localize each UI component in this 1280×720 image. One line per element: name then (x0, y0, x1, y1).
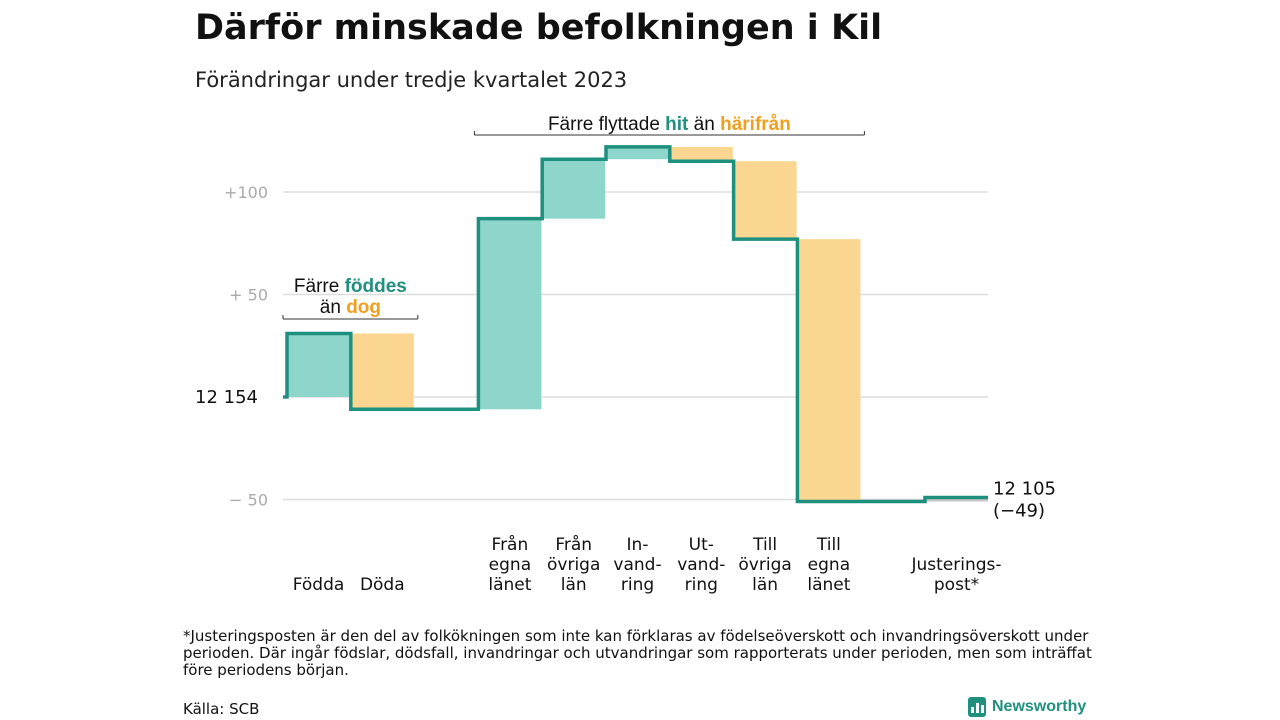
annotation-text-segment: än (688, 114, 720, 135)
source-note: Källa: SCB (183, 700, 260, 718)
cumulative-step-line (283, 145, 988, 504)
category-label: vand- (677, 555, 725, 575)
annotation-text-segment: dog (346, 297, 381, 318)
waterfall-bar (542, 159, 606, 219)
category-label: övriga (547, 555, 600, 575)
category-label: Från (555, 534, 592, 555)
waterfall-bar (606, 146, 669, 160)
annotation-text-segment: Färre (294, 276, 345, 297)
category-label: post* (934, 575, 979, 595)
waterfall-bar (350, 333, 414, 410)
category-label: Födda (293, 575, 345, 595)
waterfall-bar (478, 218, 542, 410)
category-label: Justerings- (910, 555, 1001, 575)
annotation-text: än dog (320, 297, 381, 318)
waterfall-bar (797, 239, 861, 502)
annotation-text-segment: härifrån (720, 114, 791, 135)
waterfall-bar (925, 497, 988, 502)
category-label: egna (808, 555, 850, 575)
chart-title: Därför minskade befolkningen i Kil (195, 8, 883, 48)
start-value-label: 12 154 (195, 387, 258, 408)
category-label: ring (685, 575, 718, 595)
waterfall-bar (287, 333, 350, 397)
newsworthy-logo: Newsworthy (968, 697, 1086, 717)
end-change-label: (−49) (993, 500, 1045, 521)
chart-subtitle: Förändringar under tredje kvartalet 2023 (195, 68, 628, 92)
y-tick-label: − 50 (229, 491, 268, 510)
annotation-text-segment: än (320, 297, 346, 318)
bar-chart-icon (968, 697, 986, 717)
category-label: egna (489, 555, 531, 575)
annotation-text-segment: hit (665, 114, 689, 135)
category-label: övriga (738, 555, 791, 575)
category-label: Från (492, 534, 529, 555)
annotation-text-segment: föddes (345, 276, 407, 297)
category-label: länet (488, 575, 531, 595)
category-label: ring (621, 575, 654, 595)
annotation-text-segment: Färre flyttade (548, 114, 665, 135)
footnote: *Justeringsposten är den del av folkökni… (183, 627, 1092, 679)
y-tick-label: +100 (224, 183, 268, 202)
category-label: Ut- (689, 535, 714, 555)
category-label: In- (627, 535, 649, 555)
annotation-text: Färre föddes (294, 276, 407, 297)
category-label: länet (807, 575, 850, 595)
category-label: Till (752, 535, 777, 555)
end-value-label: 12 105 (993, 478, 1056, 499)
annotation-text: Färre flyttade hit än härifrån (548, 114, 791, 135)
category-label: län (752, 575, 778, 595)
category-label: län (561, 575, 587, 595)
logo-text: Newsworthy (992, 698, 1087, 715)
waterfall-bar (733, 161, 797, 240)
y-tick-label: + 50 (229, 286, 268, 305)
category-label: Till (816, 535, 841, 555)
category-label: vand- (613, 555, 661, 575)
category-label: Döda (360, 575, 405, 595)
waterfall-bar (669, 146, 733, 162)
